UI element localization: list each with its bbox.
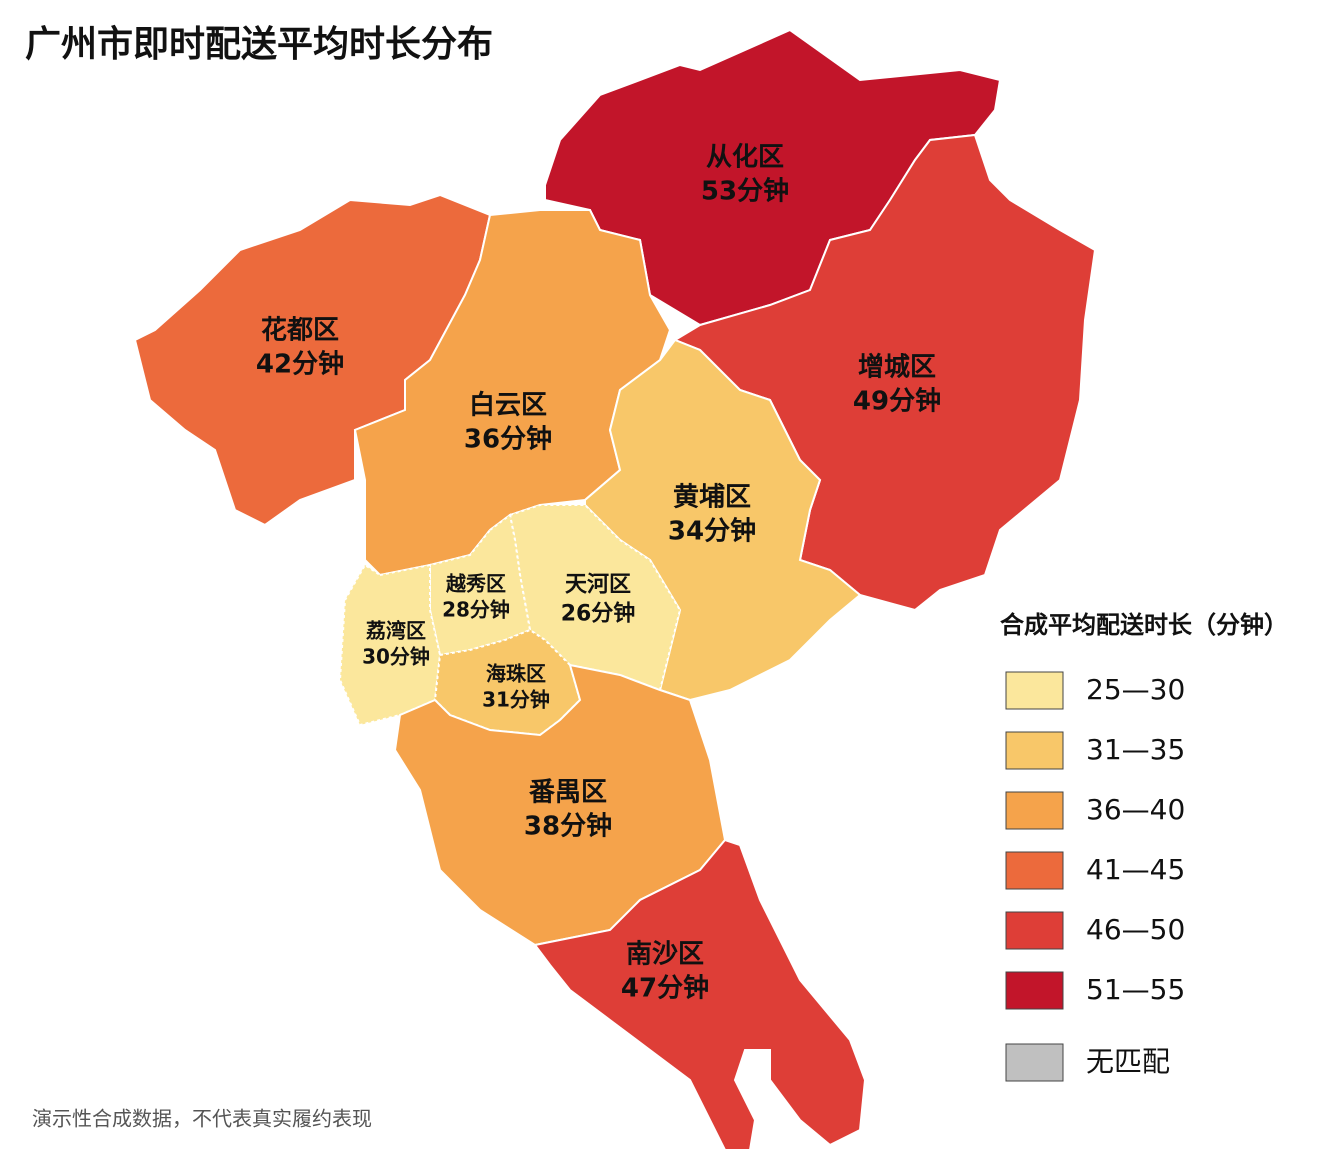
legend-swatch [1005,731,1064,770]
legend-swatch [1005,971,1064,1010]
legend-title: 合成平均配送时长（分钟） [1000,611,1288,639]
district-value: 38分钟 [524,810,612,841]
legend-swatch [1005,911,1064,950]
legend-label: 41—45 [1086,853,1185,886]
district-value: 49分钟 [853,385,941,416]
district-value: 30分钟 [362,645,430,669]
district [533,838,867,1151]
district-value: 34分钟 [668,515,756,546]
legend-swatch [1005,851,1064,890]
title: 广州市即时配送平均时长分布 [25,24,493,65]
legend-label: 无匹配 [1086,1045,1170,1078]
district [433,628,582,737]
legend: 25—30 31—35 36—40 41—45 46—50 51—55 无匹配 [1005,671,1185,1082]
legend-swatch [1005,1043,1064,1082]
district-value: 36分钟 [464,423,552,454]
district-name: 南沙区 [626,940,704,970]
legend-label: 36—40 [1086,793,1185,826]
map [133,28,1097,1151]
district-value: 42分钟 [256,348,344,379]
footnote: 演示性合成数据，不代表真实履约表现 [32,1107,372,1131]
district-name: 番禺区 [529,778,607,808]
district-name: 增城区 [858,352,936,383]
district-name: 黄埔区 [673,482,751,513]
legend-label: 51—55 [1086,973,1185,1006]
district-value: 26分钟 [561,600,636,626]
district-value: 28分钟 [442,598,510,622]
district-name: 天河区 [565,573,631,598]
district [393,663,727,947]
district-name: 从化区 [706,143,784,173]
legend-label: 46—50 [1086,913,1185,946]
legend-swatch [1005,791,1064,830]
district-name: 越秀区 [445,572,506,596]
legend-label: 31—35 [1086,733,1185,766]
district-name: 荔湾区 [366,619,426,643]
district-value: 31分钟 [482,688,550,712]
district-value: 53分钟 [701,175,789,206]
district [338,563,442,727]
legend-label: 25—30 [1086,673,1185,706]
district-value: 47分钟 [621,972,709,1003]
district-name: 白云区 [469,390,547,421]
district-name: 花都区 [261,316,339,346]
district [584,338,862,702]
legend-swatch [1005,671,1064,710]
district-name: 海珠区 [486,662,546,686]
